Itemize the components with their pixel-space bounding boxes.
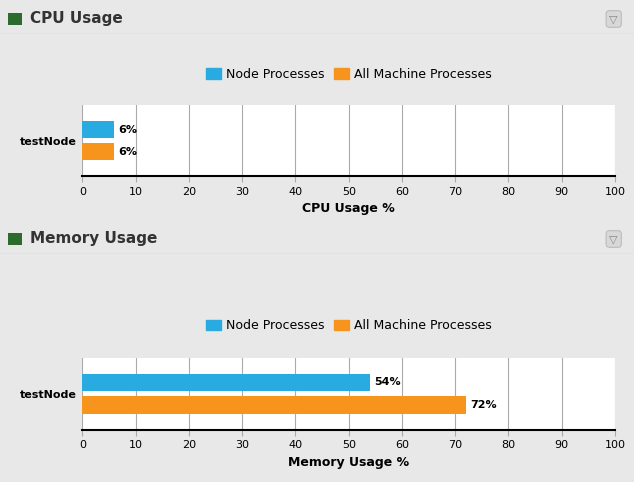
Bar (82, 121, 114, 138)
Bar (82, 374, 370, 391)
Text: 72%: 72% (470, 400, 497, 410)
Bar (8, 233, 22, 245)
Text: 54%: 54% (374, 377, 401, 388)
Legend: Node Processes, All Machine Processes: Node Processes, All Machine Processes (203, 65, 495, 83)
Text: 6%: 6% (119, 147, 138, 157)
Bar (82, 144, 114, 161)
Text: ▽: ▽ (609, 234, 618, 244)
Legend: Node Processes, All Machine Processes: Node Processes, All Machine Processes (203, 317, 495, 335)
Bar (8, 13, 22, 25)
X-axis label: Memory Usage %: Memory Usage % (288, 456, 410, 469)
Text: Memory Usage: Memory Usage (30, 231, 158, 246)
Text: ▽: ▽ (609, 14, 618, 24)
Bar (82, 396, 466, 414)
Text: CPU Usage: CPU Usage (30, 12, 123, 27)
X-axis label: CPU Usage %: CPU Usage % (302, 202, 395, 215)
Text: 6%: 6% (119, 125, 138, 134)
